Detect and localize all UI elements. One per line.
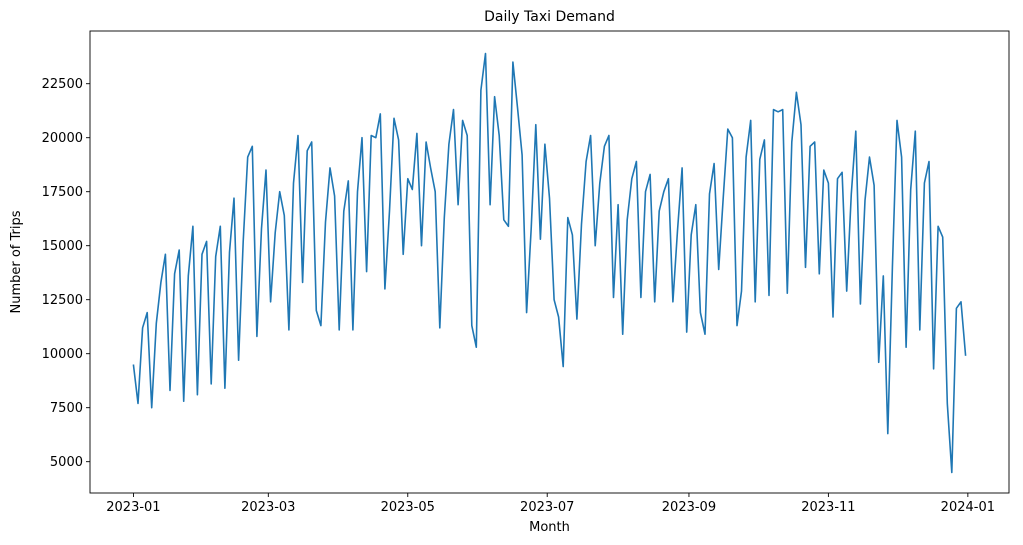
x-tick-label: 2024-01 [941, 500, 995, 515]
y-axis-title: Number of Trips [9, 210, 24, 313]
x-tick-label: 2023-01 [106, 500, 160, 515]
y-tick-label: 20000 [42, 131, 83, 146]
x-tick-label: 2023-03 [241, 500, 295, 515]
x-tick-label: 2023-07 [520, 500, 574, 515]
y-tick-label: 7500 [50, 401, 83, 416]
series-line [132, 52, 967, 474]
y-axis-ticks: 5000 7500 10000 12500 15000 17500 20000 22500 [42, 77, 90, 470]
y-tick-label: 12500 [42, 293, 83, 308]
x-tick-label: 2023-11 [801, 500, 855, 515]
x-axis-ticks: 2023-01 2023-03 2023-05 2023-07 2023-09 2023-… [106, 493, 995, 515]
y-tick-label: 15000 [42, 239, 83, 254]
x-tick-label: 2023-05 [381, 500, 435, 515]
y-tick-label: 10000 [42, 347, 83, 362]
y-tick-label: 17500 [42, 185, 83, 200]
plot-frame [89, 30, 1010, 494]
y-tick-label: 5000 [50, 455, 83, 470]
x-axis-title: Month [529, 520, 570, 535]
chart-title: Daily Taxi Demand [484, 9, 615, 25]
x-tick-label: 2023-09 [662, 500, 716, 515]
y-tick-label: 22500 [42, 77, 83, 92]
